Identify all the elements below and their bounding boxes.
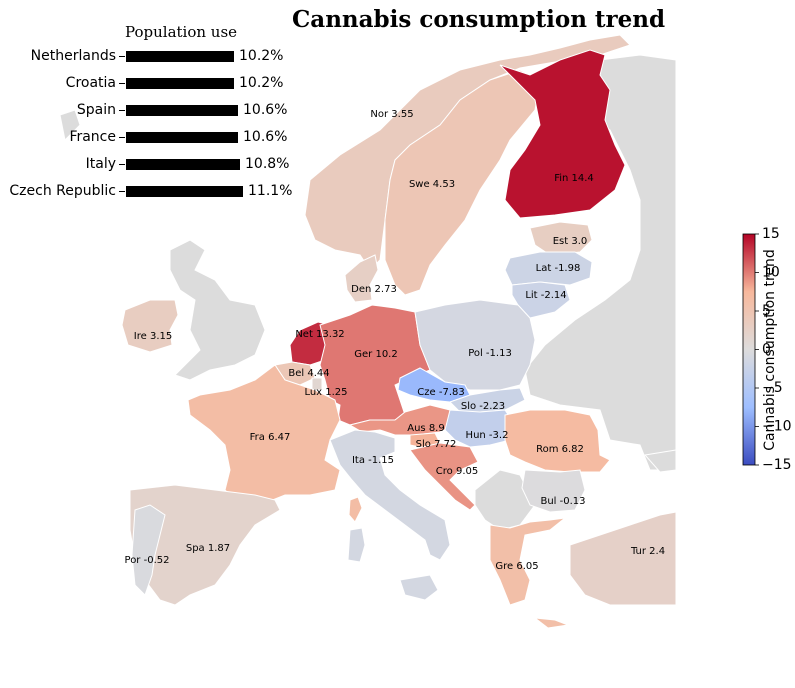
bar-value-label: 10.2% <box>239 48 284 64</box>
bar <box>126 186 243 197</box>
bar-value-label: 11.1% <box>248 183 293 199</box>
colorbar-tick-label: −5 <box>762 380 783 396</box>
bar-value-label: 10.2% <box>239 75 284 91</box>
country-label-est: Est 3.0 <box>553 236 588 247</box>
bar <box>126 132 238 143</box>
country-fra-island <box>348 496 363 523</box>
bar-value-label: 10.6% <box>243 102 288 118</box>
country-label-por: Por -0.52 <box>125 555 170 566</box>
country-label-nor: Nor 3.55 <box>370 109 413 120</box>
bar-category-label: Croatia <box>65 75 116 91</box>
country-label-net: Net 13.32 <box>295 329 344 340</box>
country-rom <box>504 409 611 473</box>
inset-title: Population use <box>125 23 238 41</box>
bar-category-label: Netherlands <box>30 48 116 64</box>
country-label-lit: Lit -2.14 <box>525 290 566 301</box>
colorbar-label: Cannabis consumption trend <box>762 249 778 451</box>
no-data-region <box>644 449 677 473</box>
bar-axis-tick <box>119 110 125 111</box>
country-label-slv: Slo 7.72 <box>416 439 457 450</box>
country-label-hun: Hun -3.2 <box>466 430 509 441</box>
country-label-cze: Cze -7.83 <box>417 387 464 398</box>
colorbar-tick-label: 15 <box>762 226 780 242</box>
country-label-swe: Swe 4.53 <box>409 179 455 190</box>
country-lit <box>511 281 571 319</box>
no-data-region <box>524 54 677 471</box>
country-bul <box>521 469 586 513</box>
bar-row: Italy 10.8% <box>0 155 330 175</box>
bar-axis-tick <box>119 191 125 192</box>
country-est <box>529 221 593 256</box>
colorbar-tick-label: 10 <box>762 265 780 281</box>
map-title: Cannabis consumption trend <box>292 6 666 33</box>
bar-row: Netherlands 10.2% <box>0 47 330 67</box>
no-data-region <box>59 109 81 142</box>
country-ita <box>329 429 451 561</box>
bar-category-label: Czech Republic <box>9 183 116 199</box>
country-ire <box>121 299 179 353</box>
no-data-region <box>169 239 266 381</box>
bar-value-label: 10.6% <box>243 129 288 145</box>
country-lux <box>311 377 323 391</box>
country-shapes <box>59 34 677 629</box>
country-cro <box>409 442 479 511</box>
country-label-fra: Fra 6.47 <box>250 432 291 443</box>
country-lat <box>504 251 593 286</box>
country-labels: Nor 3.55 Swe 4.53 Fin 14.4 Est 3.0 Lat -1.98… <box>125 109 666 572</box>
colorbar-tick-label: 0 <box>762 342 771 358</box>
country-label-bul: Bul -0.13 <box>540 496 585 507</box>
country-tur <box>569 511 677 606</box>
bar-category-label: Italy <box>85 156 116 172</box>
bar-axis-tick <box>119 164 125 165</box>
country-label-ger: Ger 10.2 <box>354 349 397 360</box>
country-label-lat: Lat -1.98 <box>536 263 581 274</box>
country-ita-island <box>399 574 439 601</box>
country-fin <box>499 49 626 219</box>
colorbar-tick-label: 5 <box>762 303 771 319</box>
colorbar-gradient <box>742 233 756 466</box>
bar <box>126 159 240 170</box>
country-gre <box>489 517 567 606</box>
bar-row: Czech Republic 11.1% <box>0 182 330 202</box>
colorbar-tick-label: −10 <box>762 419 792 435</box>
bar-axis-tick <box>119 137 125 138</box>
bar <box>126 78 234 89</box>
country-label-gre: Gre 6.05 <box>495 561 538 572</box>
country-label-fin: Fin 14.4 <box>554 173 594 184</box>
bar <box>126 51 234 62</box>
colorbar: 15 10 5 0 −5 −10 −15 <box>742 226 792 473</box>
bar-category-label: Spain <box>76 102 116 118</box>
bar-category-label: France <box>69 129 116 145</box>
bar-axis-tick <box>119 83 125 84</box>
country-label-spa: Spa 1.87 <box>186 543 230 554</box>
bar-row: Spain 10.6% <box>0 101 330 121</box>
country-label-aus: Aus 8.9 <box>407 423 444 434</box>
country-gre-island <box>533 617 570 629</box>
country-pol <box>414 299 536 391</box>
country-label-pol: Pol -1.13 <box>468 348 512 359</box>
country-label-den: Den 2.73 <box>351 284 397 295</box>
bar-value-label: 10.8% <box>245 156 290 172</box>
country-por <box>131 504 166 596</box>
bar-row: France 10.6% <box>0 128 330 148</box>
country-den <box>344 254 379 303</box>
country-label-rom: Rom 6.82 <box>536 444 584 455</box>
country-label-lux: Lux 1.25 <box>304 387 347 398</box>
bar-axis-tick <box>119 56 125 57</box>
country-label-tur: Tur 2.4 <box>630 546 665 557</box>
country-ita-island <box>347 527 366 563</box>
bar-row: Croatia 10.2% <box>0 74 330 94</box>
country-hun <box>444 409 516 448</box>
country-label-bel: Bel 4.44 <box>288 368 329 379</box>
country-label-cro: Cro 9.05 <box>436 466 478 477</box>
country-label-ita: Ita -1.15 <box>352 455 394 466</box>
bar <box>126 105 238 116</box>
colorbar-tick-label: −15 <box>762 457 792 473</box>
country-fra <box>187 364 341 506</box>
country-swe <box>384 69 541 296</box>
country-label-ire: Ire 3.15 <box>134 331 172 342</box>
country-label-slo: Slo -2.23 <box>461 401 505 412</box>
